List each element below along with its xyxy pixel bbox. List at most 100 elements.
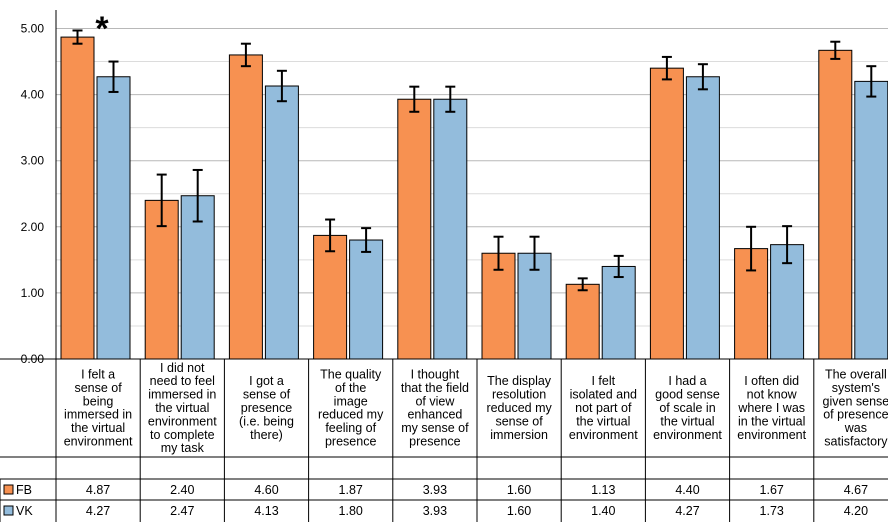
bar-vk <box>349 239 384 360</box>
y-tick-label: 2.00 <box>21 220 45 234</box>
legend-label-fb: FB <box>16 483 32 497</box>
category-label: sense of <box>495 414 543 428</box>
bar-fb <box>313 234 348 360</box>
legend-swatch-vk <box>3 505 14 516</box>
category-label: of presence <box>823 408 888 422</box>
y-tick-label: 1.00 <box>21 286 45 300</box>
category-label: feeling of <box>325 421 376 435</box>
category-label: not know <box>747 388 798 402</box>
table-cell: 4.40 <box>675 483 699 497</box>
category-label: (i.e. being <box>239 414 294 428</box>
category-label: I had a <box>668 374 706 388</box>
category-label: being <box>83 394 114 408</box>
category-label: system's <box>832 381 880 395</box>
category-label: environment <box>737 428 806 442</box>
category-label: isolated and <box>570 388 637 402</box>
category-label: need to feel <box>150 374 215 388</box>
bar-vk <box>96 76 131 360</box>
category-label: good sense <box>655 388 720 402</box>
table-cell: 2.47 <box>170 504 194 518</box>
table-cell: 4.27 <box>675 504 699 518</box>
category-label: in the virtual <box>738 414 805 428</box>
category-label: The overall <box>825 368 887 382</box>
category-label: environment <box>569 428 638 442</box>
category-label: I got a <box>249 374 284 388</box>
table-cell: 4.60 <box>254 483 278 497</box>
table-cell: 4.13 <box>254 504 278 518</box>
category-label: environment <box>64 435 133 449</box>
category-label: the virtual <box>660 414 714 428</box>
category-label: sense of <box>243 388 291 402</box>
category-label: of the <box>335 381 366 395</box>
category-label: immersed in <box>148 388 216 402</box>
bar-fb <box>818 49 853 360</box>
category-label: my sense of <box>401 421 469 435</box>
category-label: my task <box>161 441 205 455</box>
category-label: immersed in <box>64 408 132 422</box>
table-cell: 4.27 <box>86 504 110 518</box>
category-label: given sense <box>823 394 888 408</box>
category-label: The quality <box>320 368 382 382</box>
category-label: satisfactory <box>824 435 888 449</box>
table-cell: 1.13 <box>591 483 615 497</box>
category-label: I often did <box>744 374 799 388</box>
category-label: presence <box>409 435 460 449</box>
category-label: to complete <box>150 428 215 442</box>
table-cell: 1.67 <box>760 483 784 497</box>
category-label: image <box>334 394 368 408</box>
category-label: sense of <box>74 381 122 395</box>
y-tick-label: 3.00 <box>21 154 45 168</box>
category-label: resolution <box>492 388 546 402</box>
category-label: presence <box>325 435 376 449</box>
category-label: presence <box>241 401 292 415</box>
category-label: reduced my <box>486 401 552 415</box>
category-label: the virtual <box>576 414 630 428</box>
category-label: environment <box>653 428 722 442</box>
category-label: environment <box>148 414 217 428</box>
bar-fb <box>397 98 432 360</box>
table-cell: 1.87 <box>339 483 363 497</box>
category-label: The display <box>487 374 552 388</box>
bar-vk <box>180 195 215 360</box>
table-cell: 4.67 <box>844 483 868 497</box>
category-label: was <box>844 421 867 435</box>
table-cell: 2.40 <box>170 483 194 497</box>
category-label: I felt <box>591 374 615 388</box>
category-label: reduced my <box>318 408 384 422</box>
y-tick-label: 4.00 <box>21 88 45 102</box>
table-cell: 1.80 <box>339 504 363 518</box>
table-cell: 1.40 <box>591 504 615 518</box>
category-label: that the field <box>401 381 469 395</box>
table-cell: 1.60 <box>507 483 531 497</box>
table-cell: 1.60 <box>507 504 531 518</box>
legend-label-vk: VK <box>16 504 33 518</box>
bar-vk <box>517 252 552 360</box>
category-label: where I was <box>737 401 805 415</box>
bar-vk <box>685 76 720 360</box>
bar-vk <box>433 98 468 360</box>
table-cell: 3.93 <box>423 504 447 518</box>
category-label: of view <box>415 394 455 408</box>
bar-vk <box>601 265 636 360</box>
bar-fb <box>228 54 263 360</box>
category-label: I thought <box>411 368 460 382</box>
legend-swatch-fb <box>3 484 14 495</box>
category-label: I felt a <box>81 368 115 382</box>
category-label: the virtual <box>155 401 209 415</box>
category-label: enhanced <box>407 408 462 422</box>
table-cell: 4.87 <box>86 483 110 497</box>
bar-vk <box>854 80 888 360</box>
category-label: of scale in <box>659 401 715 415</box>
category-label: not part of <box>575 401 632 415</box>
bar-vk <box>264 85 299 360</box>
bar-fb <box>60 36 95 360</box>
category-label: I did not <box>160 361 205 375</box>
bar-fb <box>565 283 600 360</box>
table-cell: 4.20 <box>844 504 868 518</box>
table-cell: 3.93 <box>423 483 447 497</box>
y-tick-label: 5.00 <box>21 22 45 36</box>
significance-marker: * <box>95 10 109 48</box>
bar-fb <box>649 67 684 360</box>
category-label: immersion <box>490 428 548 442</box>
